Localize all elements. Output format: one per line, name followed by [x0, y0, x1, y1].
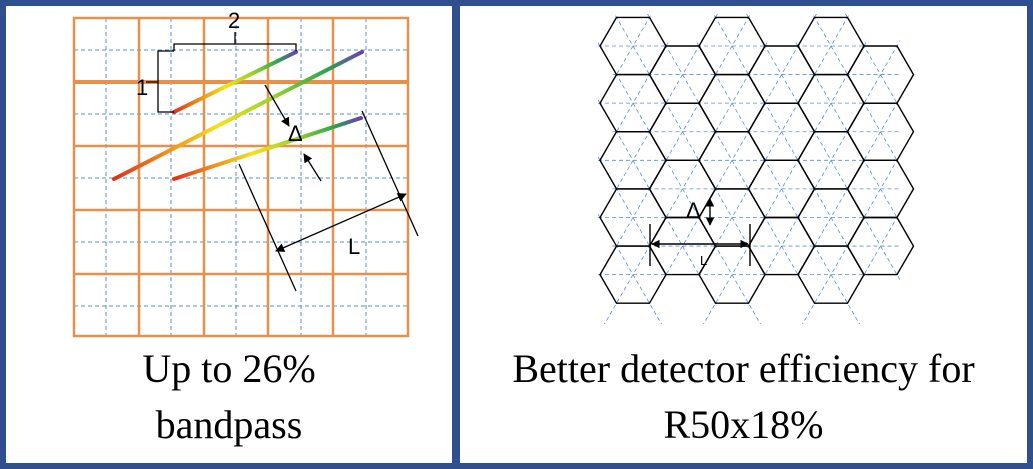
- major-grid: [72, 16, 410, 338]
- right-caption: Better detector efficiency for R50x18%: [460, 341, 1027, 453]
- spectral-trace: [112, 50, 364, 181]
- left-panel: 1 2 Δ L Up to 26% bandpass: [6, 6, 452, 463]
- panel-divider: [452, 0, 460, 469]
- right-caption-line2: R50x18%: [663, 402, 824, 447]
- delta-arrow: [264, 84, 290, 127]
- hex-guide-line: [845, 97, 900, 193]
- hexagon-grid-diagram: Δ L: [598, 14, 915, 324]
- delta-label: Δ: [686, 198, 701, 223]
- left-caption-line2: bandpass: [155, 402, 303, 447]
- order-one-label: 1: [136, 75, 148, 100]
- order-two-label: 2: [228, 8, 240, 33]
- spectral-traces: [112, 50, 364, 181]
- dimension-annotations: [146, 32, 419, 292]
- minor-grid: [74, 18, 408, 336]
- spectral-trace: [172, 50, 298, 114]
- hex-guide-line: [713, 14, 768, 107]
- delta-label: Δ: [288, 121, 303, 146]
- hex-guide-line: [845, 40, 900, 136]
- hex-guide-line: [614, 14, 669, 107]
- left-caption-line1: Up to 26%: [142, 346, 316, 391]
- dimension-annotations: [649, 198, 751, 266]
- hex-guide-line: [598, 14, 652, 107]
- length-arrow: [275, 193, 407, 252]
- delta-arrow: [303, 153, 322, 182]
- length-label: L: [348, 234, 360, 259]
- hex-guide-line: [845, 154, 900, 250]
- right-caption-line1: Better detector efficiency for: [512, 346, 975, 391]
- length-extension-line: [238, 163, 297, 292]
- length-label: L: [700, 253, 707, 268]
- hex-guide-line: [696, 14, 751, 107]
- hex-guide-line: [845, 211, 900, 307]
- hex-guide-line: [795, 14, 850, 107]
- length-extension-line: [361, 110, 419, 237]
- spectral-trace: [172, 116, 363, 181]
- spectral-traces: [648, 164, 864, 229]
- right-panel: Δ L Better detector efficiency for R50x1…: [460, 6, 1027, 463]
- square-grid-diagram: 1 2 Δ L: [72, 8, 419, 338]
- hex-guide-lines: [598, 14, 900, 324]
- hex-guide-line: [812, 14, 867, 107]
- hexagon-cell: [846, 216, 915, 276]
- left-caption: Up to 26% bandpass: [6, 341, 452, 453]
